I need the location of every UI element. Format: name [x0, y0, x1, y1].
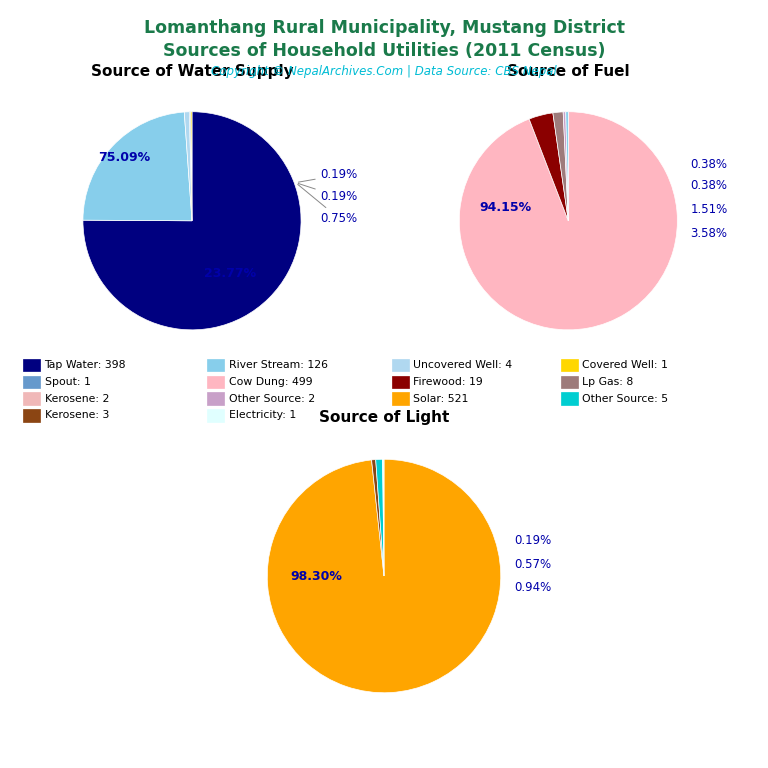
Wedge shape — [190, 112, 192, 221]
Wedge shape — [83, 112, 192, 221]
Text: 75.09%: 75.09% — [98, 151, 151, 164]
Text: 0.38%: 0.38% — [690, 180, 727, 193]
Text: 94.15%: 94.15% — [479, 201, 531, 214]
Text: 0.19%: 0.19% — [298, 168, 358, 182]
Text: Kerosene: 2: Kerosene: 2 — [45, 393, 109, 404]
Wedge shape — [529, 113, 568, 221]
Text: Cow Dung: 499: Cow Dung: 499 — [229, 376, 313, 387]
Title: Source of Water Supply: Source of Water Supply — [91, 65, 293, 79]
Text: 0.75%: 0.75% — [298, 184, 358, 225]
Text: 23.77%: 23.77% — [204, 266, 257, 280]
Text: Kerosene: 3: Kerosene: 3 — [45, 410, 109, 421]
Wedge shape — [553, 112, 568, 221]
Text: 0.38%: 0.38% — [690, 157, 727, 170]
Wedge shape — [267, 459, 501, 693]
Text: Electricity: 1: Electricity: 1 — [229, 410, 296, 421]
Text: Lomanthang Rural Municipality, Mustang District: Lomanthang Rural Municipality, Mustang D… — [144, 19, 624, 37]
Text: Tap Water: 398: Tap Water: 398 — [45, 359, 126, 370]
Text: 0.19%: 0.19% — [515, 535, 552, 548]
Text: 0.19%: 0.19% — [298, 184, 358, 204]
Wedge shape — [382, 459, 384, 576]
Wedge shape — [563, 112, 568, 221]
Text: Spout: 1: Spout: 1 — [45, 376, 91, 387]
Text: Covered Well: 1: Covered Well: 1 — [582, 359, 668, 370]
Wedge shape — [184, 112, 192, 221]
Wedge shape — [190, 111, 192, 221]
Text: 0.57%: 0.57% — [515, 558, 552, 571]
Text: Other Source: 2: Other Source: 2 — [229, 393, 315, 404]
Wedge shape — [376, 459, 384, 576]
Text: Firewood: 19: Firewood: 19 — [413, 376, 483, 387]
Wedge shape — [566, 111, 568, 221]
Text: Uncovered Well: 4: Uncovered Well: 4 — [413, 359, 512, 370]
Text: 3.58%: 3.58% — [690, 227, 727, 240]
Text: 1.51%: 1.51% — [690, 204, 728, 217]
Text: 98.30%: 98.30% — [290, 570, 343, 582]
Wedge shape — [372, 459, 384, 576]
Text: Solar: 521: Solar: 521 — [413, 393, 468, 404]
Title: Source of Light: Source of Light — [319, 410, 449, 425]
Text: River Stream: 126: River Stream: 126 — [229, 359, 328, 370]
Wedge shape — [83, 111, 301, 329]
Wedge shape — [459, 111, 677, 329]
Text: Sources of Household Utilities (2011 Census): Sources of Household Utilities (2011 Cen… — [163, 42, 605, 60]
Text: Other Source: 5: Other Source: 5 — [582, 393, 668, 404]
Title: Source of Fuel: Source of Fuel — [507, 65, 630, 79]
Text: Copyright © NepalArchives.Com | Data Source: CBS Nepal: Copyright © NepalArchives.Com | Data Sou… — [211, 65, 557, 78]
Text: Lp Gas: 8: Lp Gas: 8 — [582, 376, 634, 387]
Text: 0.94%: 0.94% — [515, 581, 552, 594]
